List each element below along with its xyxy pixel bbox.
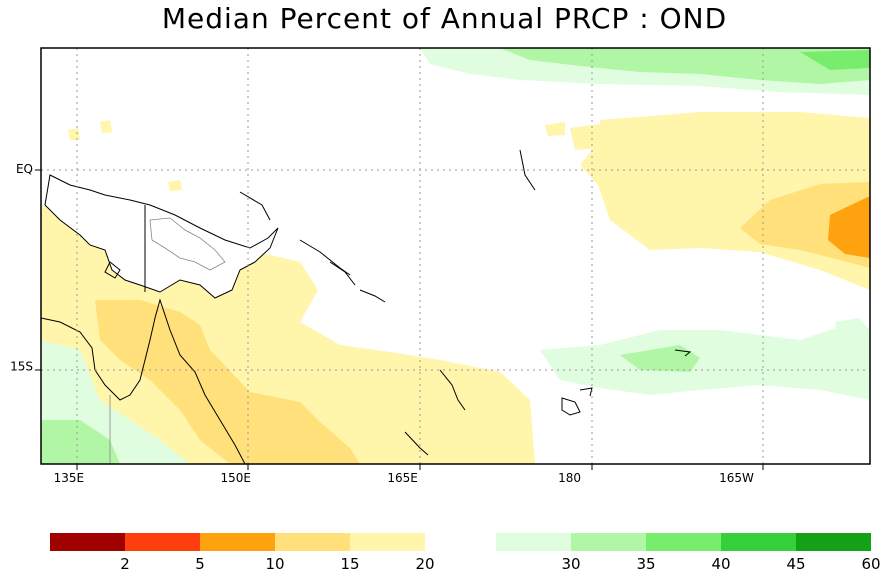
colorbar-high-swatch [721, 533, 796, 551]
lon-tick-label: 135E [54, 471, 85, 485]
shading-40pct-north [800, 50, 870, 70]
lon-tick-label: 180 [558, 471, 581, 485]
colorbar-high-label: 35 [636, 555, 655, 573]
png-provinces [149, 217, 226, 271]
colorbar-high-swatch [496, 533, 571, 551]
map-frame [40, 47, 871, 465]
shading-35pct-southwest [41, 420, 120, 464]
colorbar-low-label: 2 [120, 555, 130, 573]
shading-30pct-southeast [540, 320, 870, 400]
colorbar-high-label: 40 [711, 555, 730, 573]
colorbar-high-swatch [796, 533, 871, 551]
colorbar-low-swatch [200, 533, 275, 551]
chart-title: Median Percent of Annual PRCP : OND [161, 2, 728, 35]
colorbar-low-swatch [125, 533, 200, 551]
lon-tick-label: 150E [220, 471, 251, 485]
colorbar-high-swatch [646, 533, 721, 551]
colorbar-low-label: 15 [340, 555, 359, 573]
shading-30pct-small-6 [835, 318, 864, 342]
lon-tick-label: 165W [719, 471, 754, 485]
colorbar-low-swatch [275, 533, 350, 551]
lat-tick-label: EQ [16, 162, 33, 176]
colorbar-high-swatch [571, 533, 646, 551]
colorbar-low-label: 10 [265, 555, 284, 573]
lon-tick-label: 165E [387, 471, 418, 485]
shading-20pct-small-5 [168, 180, 182, 191]
australia-coastline [41, 298, 246, 464]
shading-35pct-southeast [620, 345, 700, 372]
colorbar-high-label: 60 [861, 555, 880, 573]
colorbar-high-label: 45 [786, 555, 805, 573]
colorbar-low-label: 20 [415, 555, 434, 573]
shading-15pct-west [95, 300, 360, 464]
islands [104, 149, 692, 456]
colorbar-high-label: 30 [561, 555, 580, 573]
colorbar-low-label: 5 [195, 555, 205, 573]
shading-20pct-small-2 [570, 124, 602, 150]
lat-tick-label: 15S [10, 360, 33, 374]
colorbar-low-swatch [50, 533, 125, 551]
grid-lines [41, 48, 870, 464]
colorbar-low-swatch [350, 533, 425, 551]
shading-10pct-central-pacific [828, 196, 870, 258]
new-guinea-coastline [44, 174, 279, 299]
shading-20pct-small-3 [100, 120, 112, 133]
shading-20pct-small-4 [68, 128, 80, 140]
shading-35pct-north [500, 48, 870, 84]
shading-20pct-small-1 [545, 122, 565, 136]
